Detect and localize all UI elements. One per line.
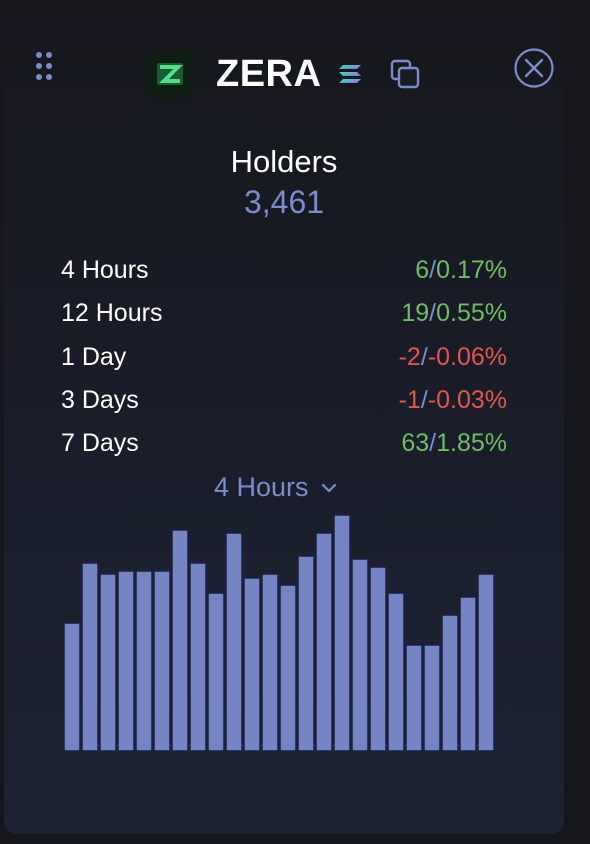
zera-logo-icon [146, 50, 194, 98]
holder-change-list: 4 Hours 6/0.17% 12 Hours 19/0.55% 1 Day … [61, 249, 507, 465]
stat-separator: / [429, 429, 437, 458]
chart-bar [99, 573, 117, 752]
stat-label: 3 Days [61, 386, 139, 415]
stat-separator: / [429, 299, 437, 328]
chart-bar [81, 562, 99, 752]
chart-bar [459, 596, 477, 752]
chart-bar [261, 573, 279, 752]
stat-label: 4 Hours [61, 256, 149, 285]
chart-bar [405, 644, 423, 752]
stat-value: 63/1.85% [401, 429, 507, 458]
chart-bar [423, 644, 441, 752]
stat-value: 19/0.55% [401, 299, 507, 328]
stat-count: 6 [415, 256, 430, 285]
chevron-down-icon [321, 483, 336, 492]
chart-bar [171, 529, 189, 752]
chart-bar [189, 562, 207, 752]
stat-row-7d: 7 Days 63/1.85% [61, 422, 507, 465]
chart-bar [207, 592, 225, 752]
copy-icon[interactable] [389, 58, 421, 90]
stat-percent: 1.85% [436, 429, 507, 458]
chart-bar [351, 558, 369, 752]
chart-bar [279, 584, 297, 752]
stat-percent: 0.17% [436, 256, 507, 285]
stat-label: 12 Hours [61, 299, 163, 328]
stat-row-3d: 3 Days -1/-0.03% [61, 379, 507, 422]
chart-bar [225, 532, 243, 752]
chart-bar [315, 532, 333, 752]
chart-bar [477, 573, 495, 752]
stat-separator: / [420, 386, 428, 415]
stat-separator: / [420, 342, 428, 371]
stat-value: -2/-0.06% [399, 343, 507, 372]
chart-bar [117, 570, 135, 752]
chart-bar [369, 566, 387, 752]
stat-value: -1/-0.03% [399, 386, 507, 415]
holders-bar-chart [63, 514, 495, 752]
chart-bar [63, 622, 81, 752]
solana-icon [339, 65, 362, 83]
stat-count: 19 [401, 299, 430, 328]
stat-count: -1 [398, 386, 421, 415]
chart-bar [441, 614, 459, 752]
stat-separator: / [429, 256, 437, 285]
stat-row-1d: 1 Day -2/-0.06% [61, 336, 507, 379]
chart-bar [333, 514, 351, 752]
stat-row-4h: 4 Hours 6/0.17% [61, 249, 507, 292]
time-range-value: 4 Hours [214, 472, 309, 502]
stat-percent: -0.06% [427, 342, 507, 371]
chart-bar [243, 577, 261, 752]
holders-label: Holders [230, 144, 338, 179]
token-header: ZERA [146, 48, 421, 100]
token-name: ZERA [216, 52, 322, 95]
chart-bar [153, 570, 171, 752]
time-range-dropdown[interactable]: 4 Hours [214, 472, 337, 503]
holders-card: ZERA Holders 3,461 4 Hours 6/0.17% [4, 14, 564, 834]
chart-bar [297, 555, 315, 752]
holders-count: 3,461 [243, 184, 325, 220]
chart-bar [387, 592, 405, 752]
stat-count: -2 [398, 342, 421, 371]
stat-percent: 0.55% [436, 299, 507, 328]
chart-bar [135, 570, 153, 752]
stat-row-12h: 12 Hours 19/0.55% [61, 292, 507, 335]
stat-percent: -0.03% [427, 386, 507, 415]
stat-value: 6/0.17% [415, 256, 507, 285]
drag-handle-icon[interactable] [34, 50, 54, 82]
close-button[interactable] [514, 48, 554, 88]
stat-count: 63 [401, 429, 430, 458]
stat-label: 7 Days [61, 429, 139, 458]
stat-label: 1 Day [61, 342, 127, 371]
